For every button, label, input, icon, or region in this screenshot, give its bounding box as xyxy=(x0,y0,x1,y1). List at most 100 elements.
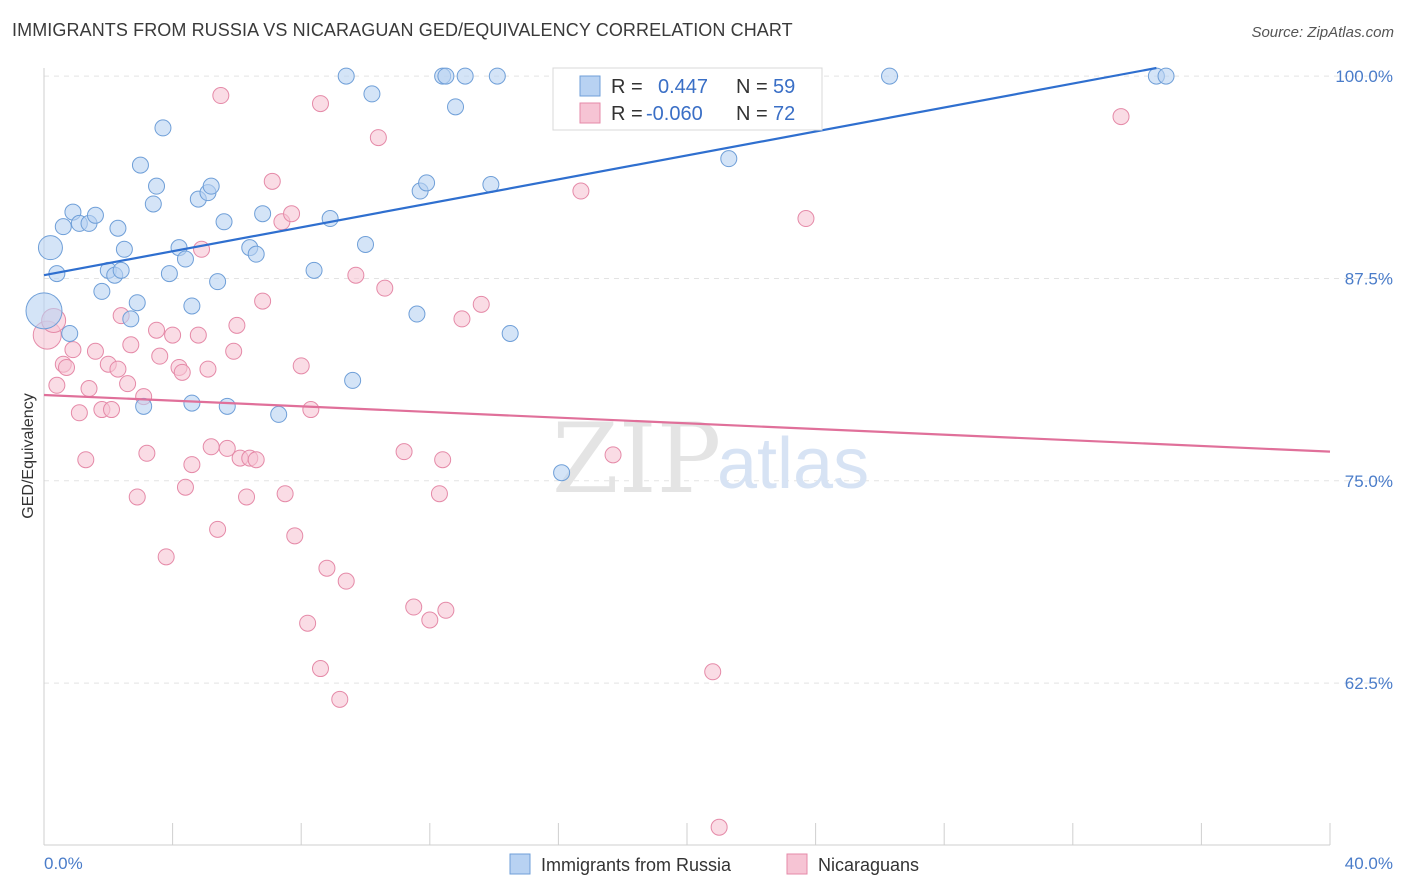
point-nicaraguans xyxy=(86,342,104,360)
point-nicaraguans xyxy=(209,520,227,538)
point-nicaraguans xyxy=(421,611,439,629)
stats-n-label-nicaraguans: N = xyxy=(736,103,768,125)
point-nicaraguans xyxy=(311,95,329,113)
point-nicaraguans xyxy=(228,316,246,334)
legend-swatch-russia xyxy=(509,853,531,875)
point-nicaraguans xyxy=(292,357,310,375)
chart-title: IMMIGRANTS FROM RUSSIA VS NICARAGUAN GED… xyxy=(12,20,793,40)
point-nicaraguans xyxy=(318,559,336,577)
stats-r-value-russia: 0.447 xyxy=(658,76,708,98)
point-russia xyxy=(215,213,233,231)
y-tick-label: 62.5% xyxy=(1345,674,1393,693)
point-russia xyxy=(254,205,272,223)
point-nicaraguans xyxy=(218,439,236,457)
point-russia xyxy=(160,265,178,283)
point-nicaraguans xyxy=(183,456,201,474)
point-russia xyxy=(61,324,79,342)
point-nicaraguans xyxy=(173,363,191,381)
point-nicaraguans xyxy=(395,443,413,461)
point-russia xyxy=(881,67,899,85)
y-tick-labels: 62.5% 75.0% 87.5% 100.0% xyxy=(1335,67,1393,693)
point-russia xyxy=(305,261,323,279)
point-russia xyxy=(112,261,130,279)
point-nicaraguans xyxy=(331,690,349,708)
point-nicaraguans xyxy=(604,446,622,464)
point-russia xyxy=(183,297,201,315)
watermark: ZIP atlas xyxy=(552,403,869,515)
point-russia xyxy=(363,85,381,103)
point-nicaraguans xyxy=(128,488,146,506)
point-nicaraguans xyxy=(437,601,455,619)
point-russia xyxy=(488,67,506,85)
point-nicaraguans xyxy=(472,295,490,313)
point-nicaraguans xyxy=(337,572,355,590)
trend-line-nicaraguans xyxy=(43,393,1331,453)
point-nicaraguans xyxy=(405,598,423,616)
watermark-atlas: atlas xyxy=(717,424,869,504)
y-tick-label: 87.5% xyxy=(1345,269,1393,288)
point-nicaraguans xyxy=(430,485,448,503)
point-russia xyxy=(337,67,355,85)
point-russia xyxy=(209,273,227,291)
y-tick-label: 100.0% xyxy=(1335,67,1393,86)
point-russia xyxy=(25,292,63,330)
y-axis-label: GED/Equivalency xyxy=(20,393,37,518)
point-nicaraguans xyxy=(138,444,156,462)
point-russia xyxy=(37,235,63,261)
point-russia xyxy=(93,282,111,300)
point-nicaraguans xyxy=(238,488,256,506)
point-russia xyxy=(144,195,162,213)
point-nicaraguans xyxy=(254,292,272,310)
point-nicaraguans xyxy=(109,360,127,378)
point-nicaraguans xyxy=(283,205,301,223)
point-russia xyxy=(357,235,374,253)
point-nicaraguans xyxy=(347,266,365,284)
point-russia xyxy=(128,294,146,312)
trend-lines xyxy=(43,66,1331,453)
point-nicaraguans xyxy=(453,310,471,328)
point-russia xyxy=(321,210,339,228)
point-russia xyxy=(109,219,127,237)
watermark-zip: ZIP xyxy=(552,403,721,515)
stats-swatch-nicaraguans xyxy=(579,102,601,124)
point-nicaraguans xyxy=(80,380,98,398)
point-nicaraguans xyxy=(276,485,294,503)
point-nicaraguans xyxy=(151,347,169,365)
x-ticks xyxy=(43,823,1331,845)
point-nicaraguans xyxy=(797,210,815,228)
point-nicaraguans xyxy=(48,376,66,394)
point-russia xyxy=(218,397,236,415)
x-tick-label-min: 0.0% xyxy=(44,854,83,873)
point-nicaraguans xyxy=(199,360,217,378)
stats-r-value-nicaraguans: -0.060 xyxy=(646,103,703,125)
series-russia-points xyxy=(25,67,1175,482)
point-nicaraguans xyxy=(164,326,182,344)
stats-swatch-russia xyxy=(579,75,601,97)
source-credit: Source: ZipAtlas.com xyxy=(1251,24,1394,41)
point-russia xyxy=(437,67,455,85)
point-nicaraguans xyxy=(369,129,387,147)
point-nicaraguans xyxy=(189,326,207,344)
point-nicaraguans xyxy=(302,401,320,419)
point-nicaraguans xyxy=(148,321,166,339)
point-russia xyxy=(418,174,436,192)
stats-box: R = 0.447 N = 59 R = -0.060 N = 72 xyxy=(552,67,823,131)
point-nicaraguans xyxy=(225,342,243,360)
point-nicaraguans xyxy=(157,548,175,566)
point-russia xyxy=(447,98,465,116)
x-tick-label-max: 40.0% xyxy=(1345,854,1393,873)
legend-label-nicaraguans: Nicaraguans xyxy=(818,855,919,875)
point-russia xyxy=(202,177,220,195)
point-russia xyxy=(553,464,571,482)
point-nicaraguans xyxy=(70,404,88,422)
point-russia xyxy=(408,305,426,323)
stats-r-label-russia: R = xyxy=(611,76,643,98)
point-nicaraguans xyxy=(64,341,82,359)
point-russia xyxy=(148,177,166,195)
point-russia xyxy=(131,156,149,174)
point-russia xyxy=(1157,67,1175,85)
point-nicaraguans xyxy=(572,182,590,200)
point-nicaraguans xyxy=(376,279,394,297)
point-nicaraguans xyxy=(1112,108,1130,126)
